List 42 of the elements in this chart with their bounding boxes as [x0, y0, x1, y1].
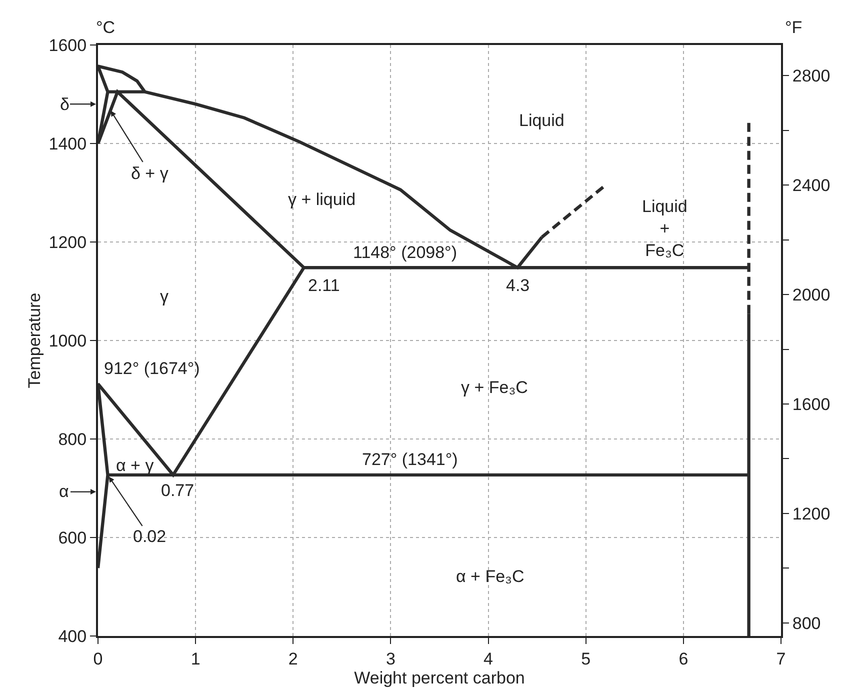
y2-tick-label: 2800 — [792, 66, 830, 86]
annotation: Liquid + Fe₃C — [642, 197, 688, 260]
y-tick-label: 1400 — [48, 134, 87, 154]
annotation: Liquid — [519, 111, 564, 130]
y-tick-label: 400 — [58, 626, 87, 646]
x-tick-label: 3 — [386, 649, 396, 668]
annotation: 0.02 — [133, 527, 166, 546]
y2-tick-label: 800 — [792, 614, 821, 633]
text: °C — [96, 18, 116, 37]
y2-tick-label: 1200 — [792, 504, 830, 524]
y-tick-label: 1600 — [48, 36, 87, 55]
annotation: δ + γ — [131, 164, 169, 183]
text: α — [59, 482, 69, 501]
x-tick-label: 1 — [190, 649, 200, 668]
annotation: 912° (1674°) — [104, 359, 200, 378]
annotation: γ + Fe₃C — [461, 378, 528, 397]
annotation: α + γ — [116, 456, 154, 475]
y-tick-label: 800 — [58, 430, 87, 449]
x-tick-label: 7 — [776, 649, 786, 668]
annotation: 2.11 — [308, 276, 340, 295]
y-tick-label: 600 — [58, 528, 87, 548]
annotation: 4.3 — [506, 276, 530, 295]
text: δ — [60, 95, 70, 114]
x-tick-label: 0 — [93, 649, 103, 668]
x-tick-label: 6 — [678, 649, 688, 668]
y-axis-title: Temperature — [24, 292, 44, 388]
x-tick-label: 2 — [288, 649, 298, 668]
annotation: γ — [160, 287, 169, 306]
annotation: 727° (1341°) — [362, 450, 458, 469]
x-tick-label: 5 — [581, 649, 591, 668]
annotation: 0.77 — [161, 481, 194, 500]
y2-tick-label: 1600 — [792, 394, 830, 414]
annotation: α + Fe₃C — [456, 567, 524, 586]
annotation: γ + liquid — [288, 190, 356, 209]
y2-tick-label: 2000 — [792, 285, 830, 304]
y-tick-label: 1000 — [48, 331, 87, 350]
x-tick-label: 4 — [484, 649, 494, 668]
x-axis-title: Weight percent carbon — [354, 668, 525, 688]
y2-axis-title: °F — [785, 18, 802, 37]
y2-tick-label: 2400 — [792, 176, 830, 196]
y-tick-label: 1200 — [48, 232, 87, 252]
annotation: 1148° (2098°) — [353, 243, 458, 262]
